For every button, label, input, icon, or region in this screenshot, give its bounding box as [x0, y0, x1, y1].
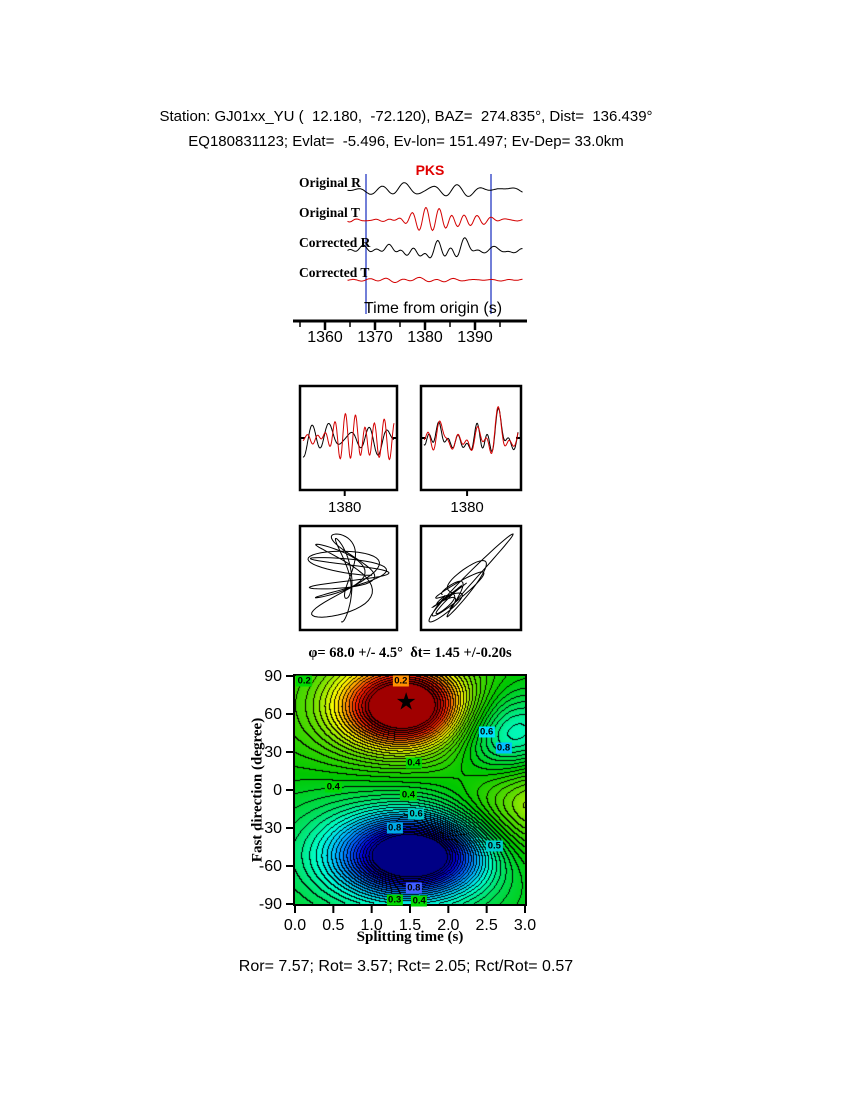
trace-label: Original R	[299, 175, 361, 190]
zoom-trace-t	[302, 412, 395, 461]
trace-label: Corrected T	[299, 265, 369, 280]
contour-y-tick-label: 30	[264, 744, 282, 761]
trace-original-t	[347, 207, 523, 232]
phase-label: PKS	[416, 162, 445, 178]
particle-motion-path	[307, 533, 390, 623]
contour-label-chip: 0.8	[495, 742, 512, 754]
contour-y-tick-label: -30	[259, 820, 282, 837]
contour-y-tick-label: -60	[259, 858, 282, 875]
time-axis-tick-label: 1380	[407, 329, 443, 346]
contour-label-chip: 0.4	[325, 781, 342, 793]
contour-label-chip: 0.4	[405, 757, 422, 769]
contour-y-tick-label: 90	[264, 668, 282, 685]
contour-x-tick-label: 2.5	[476, 917, 498, 934]
contour-label-chip: 0.6	[478, 726, 495, 738]
trace-original-r	[347, 182, 523, 197]
particle-box-corrected-particle-motion	[419, 524, 523, 632]
time-axis-tick-label: 1390	[457, 329, 493, 346]
time-axis-title: Time from origin (s)	[364, 300, 502, 317]
contour-y-tick-label: 60	[264, 706, 282, 723]
zoom-tick-label: 1380	[450, 499, 483, 516]
particle-box-original-particle-motion	[298, 524, 399, 632]
contour-label-chip: 0.6	[408, 808, 425, 820]
time-axis-tick-label: 1370	[357, 329, 393, 346]
contour-label-chip: 0.3	[386, 894, 403, 906]
contour-label-chip: 0.8	[386, 822, 403, 834]
x-axis-title: Splitting time (s)	[356, 929, 464, 945]
time-axis-tick-label: 1360	[307, 329, 343, 346]
contour-x-tick-label: 0.5	[322, 917, 344, 934]
contour-label-chip: 0.5	[486, 840, 503, 852]
trace-label: Original T	[299, 205, 360, 220]
trace-corrected-r	[347, 237, 523, 259]
contour-label-chip: 0.2	[392, 675, 409, 687]
zoom-trace-t	[423, 405, 519, 454]
contour-x-tick-label: 1.0	[361, 917, 383, 934]
contour-y-tick-label: 0	[273, 782, 282, 799]
contour-label-chip: 0.8	[405, 882, 422, 894]
particle-motion-path	[428, 533, 514, 623]
contour-label-chip: 0.4	[400, 789, 417, 801]
trace-corrected-t	[347, 276, 523, 283]
contour-x-tick-label: 3.0	[514, 917, 536, 934]
contour-x-tick-label: 2.0	[437, 917, 459, 934]
footer-stats: Ror= 7.57; Rot= 3.57; Rct= 2.05; Rct/Rot…	[238, 958, 574, 975]
header-line1: Station: GJ01xx_YU ( 12.180, -72.120), B…	[159, 108, 653, 125]
contour-x-tick-label: 0.0	[284, 917, 306, 934]
contour-title: φ= 68.0 +/- 4.5° δt= 1.45 +/-0.20s	[308, 645, 512, 661]
y-axis-title: Fast direction (degree)	[249, 717, 266, 863]
best-solution-star: ★	[395, 688, 417, 716]
contour-label-chip: 0.2	[296, 675, 313, 687]
contour-y-tick-label: -90	[259, 896, 282, 913]
zoom-trace-r	[302, 423, 394, 458]
trace-label: Corrected R	[299, 235, 371, 250]
zoom-tick-label: 1380	[328, 499, 361, 516]
header-line2: EQ180831123; Evlat= -5.496, Ev-lon= 151.…	[188, 133, 624, 150]
contour-label-chip: 0.4	[411, 895, 428, 907]
contour-x-tick-label: 1.5	[399, 917, 421, 934]
